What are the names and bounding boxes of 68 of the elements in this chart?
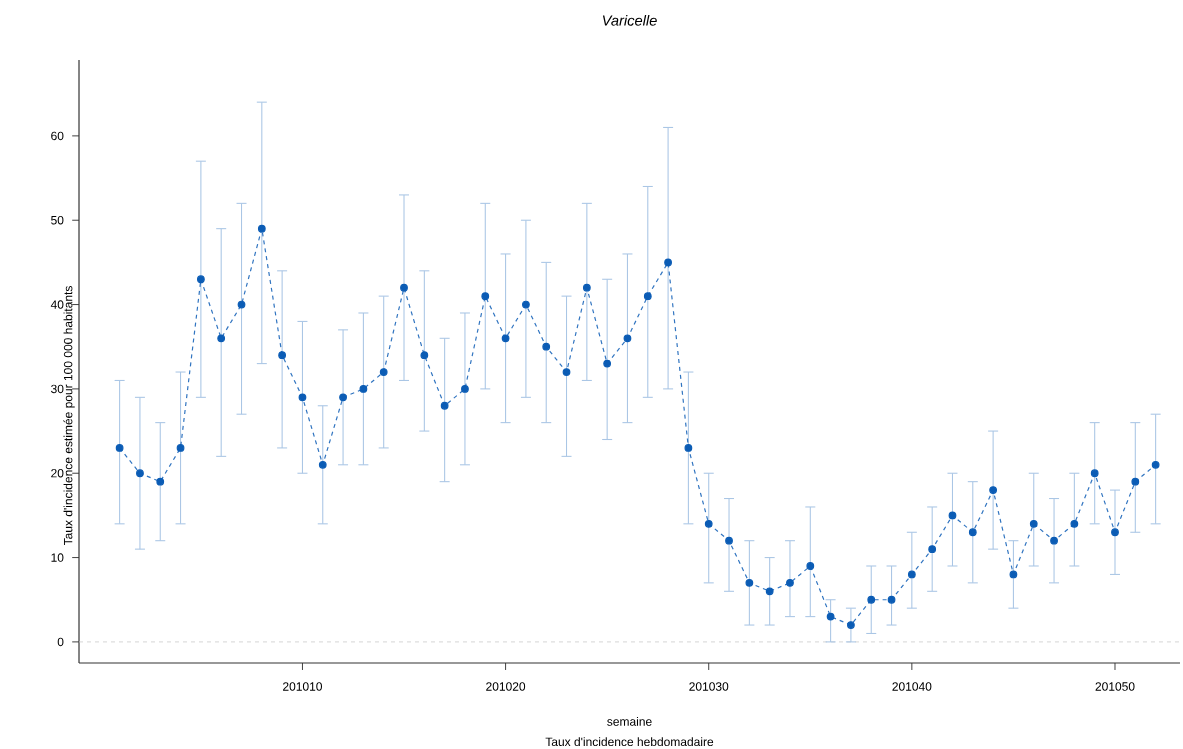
y-axis-title: Taux d'incidence estimée pour 100 000 habitants xyxy=(63,286,75,546)
point xyxy=(847,621,855,629)
point xyxy=(603,359,612,368)
point xyxy=(887,595,896,604)
point xyxy=(1029,519,1038,528)
point xyxy=(115,444,124,452)
point xyxy=(542,342,551,351)
point xyxy=(907,570,916,579)
point xyxy=(176,444,185,452)
point xyxy=(217,334,226,343)
point xyxy=(725,536,733,545)
point xyxy=(298,393,307,402)
point xyxy=(461,385,469,393)
point xyxy=(643,292,652,301)
point xyxy=(948,511,957,520)
point xyxy=(745,578,754,587)
point xyxy=(562,368,571,376)
y-tick-label: 10 xyxy=(51,553,64,562)
point xyxy=(1090,469,1099,478)
point xyxy=(501,334,510,343)
point xyxy=(196,275,205,284)
point xyxy=(1050,536,1058,545)
point xyxy=(257,224,266,233)
point xyxy=(928,545,937,554)
point xyxy=(1131,477,1140,486)
text: Taux d'incidence hebdomadaire xyxy=(545,737,714,747)
point xyxy=(826,612,835,621)
point xyxy=(440,401,449,410)
point xyxy=(278,351,287,360)
point xyxy=(339,393,347,402)
point xyxy=(684,444,693,452)
point xyxy=(379,368,388,376)
y-tick-label: 40 xyxy=(50,300,64,309)
point xyxy=(1151,460,1160,469)
point xyxy=(522,300,530,309)
y-tick-label: 0 xyxy=(57,637,64,647)
point xyxy=(1070,519,1079,528)
point xyxy=(420,351,429,360)
point xyxy=(989,486,998,494)
point xyxy=(237,300,246,309)
x-tick-label: 201030 xyxy=(689,682,729,691)
x-tick-label: 201040 xyxy=(892,682,932,691)
point xyxy=(582,283,591,292)
y-tick-label: 60 xyxy=(51,131,64,141)
x-axis-title: semaine xyxy=(607,717,652,726)
point xyxy=(664,258,672,267)
point xyxy=(968,528,977,537)
point xyxy=(786,578,794,587)
point xyxy=(623,334,632,343)
x-tick-label: 201020 xyxy=(486,682,526,691)
point xyxy=(136,469,144,478)
point xyxy=(481,292,490,301)
point xyxy=(400,283,408,292)
y-tick-label: 20 xyxy=(51,468,64,478)
y-tick-label: 50 xyxy=(51,215,64,225)
point xyxy=(806,562,815,570)
point xyxy=(156,477,165,486)
y-tick-label: 30 xyxy=(51,384,64,394)
point xyxy=(318,460,327,469)
point xyxy=(765,587,774,596)
chart-title: Varicelle xyxy=(602,14,657,26)
point xyxy=(867,595,876,604)
point xyxy=(359,385,368,393)
x-tick-label: 201010 xyxy=(283,682,323,691)
point xyxy=(704,519,713,528)
point xyxy=(1111,528,1119,537)
point xyxy=(1009,570,1018,579)
x-tick-label: 201050 xyxy=(1095,682,1135,691)
